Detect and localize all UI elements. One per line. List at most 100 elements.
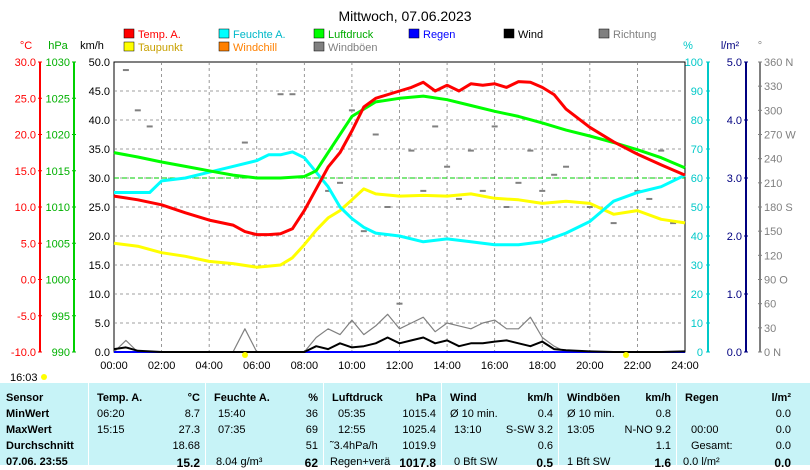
direction-axis-tick-label: 270 W — [764, 130, 796, 142]
humidity-current: 62 — [304, 456, 318, 470]
wind-axis-tick-label: 10.0 — [89, 289, 110, 301]
direction-axis-tick-label: 180 S — [764, 202, 793, 214]
pressure-trend: ˜3.4hPa/h — [330, 440, 378, 452]
chart-title: Mittwoch, 07.06.2023 — [338, 8, 471, 24]
gusts-unit: km/h — [645, 392, 671, 404]
axis-unit-direction: ° — [758, 40, 762, 52]
wind-axis-tick-label: 0.0 — [95, 347, 110, 359]
y-axis-labels: 30.025.020.015.010.05.00.0-5.0-10.010301… — [11, 57, 796, 359]
direction-axis-tick-label: 210 — [764, 178, 782, 190]
legend-label: Windchill — [233, 42, 277, 54]
series-wind — [113, 336, 686, 353]
pressure-axis-tick-label: 1000 — [46, 275, 70, 287]
x-tick-label: 16:00 — [481, 360, 509, 372]
wind-unit: km/h — [527, 392, 553, 404]
gusts-max-dir: N-NO 9.2 — [624, 424, 671, 436]
humidity-axis-tick-label: 90 — [691, 86, 703, 98]
legend-swatch — [218, 28, 230, 39]
chart-legend: Temp. A.Taupunkt Feuchte A.Windchill Luftd… — [123, 28, 656, 54]
legend-label: Luftdruck — [328, 29, 374, 41]
humidity-axis-tick-label: 50 — [691, 202, 703, 214]
humidity-axis-tick-label: 100 — [685, 57, 703, 69]
pressure-axis-tick-label: 990 — [52, 347, 70, 359]
rain-max-time: 00:00 — [691, 424, 719, 436]
series-taupunkt — [113, 187, 686, 269]
legend-label: Temp. A. — [138, 29, 181, 41]
temp-unit: °C — [187, 392, 200, 404]
gusts-min-label: Ø 10 min. — [567, 408, 615, 420]
wind-bft: 0 Bft SW — [454, 456, 498, 468]
rain-axis-tick-label: 5.0 — [727, 57, 742, 69]
wind-axis-tick-label: 15.0 — [89, 260, 110, 272]
legend-swatch — [123, 41, 135, 52]
legend-label: Richtung — [613, 29, 656, 41]
rain-total-label: Gesamt: — [691, 440, 733, 452]
x-tick-label: 22:00 — [624, 360, 652, 372]
legend-label: Wind — [518, 29, 543, 41]
x-tick-label: 14:00 — [433, 360, 461, 372]
axis-unit-pressure: hPa — [48, 40, 68, 52]
temp-current: 15.2 — [176, 456, 200, 470]
rain-column: Regen l/m² 0.0 00:00 0.0 Gesamt: 0.0 0.0… — [676, 383, 797, 470]
pressure-axis-tick-label: 995 — [52, 311, 70, 323]
humidity-min-time: 15:40 — [218, 408, 246, 420]
humidity-abs: 8.04 g/m³ — [216, 456, 263, 468]
wind-direction-points — [122, 69, 677, 305]
temp-axis-tick-label: 25.0 — [15, 93, 36, 105]
pressure-avg: 1019.9 — [402, 440, 436, 452]
temp-column: Temp. A. °C 06:20 8.7 15:15 27.3 18.68 1… — [88, 383, 206, 470]
legend-label: Feuchte A. — [233, 29, 286, 41]
gusts-max-time: 13:05 — [567, 424, 595, 436]
direction-axis-tick-label: 360 N — [764, 57, 793, 69]
rain-axis-tick-label: 1.0 — [727, 289, 742, 301]
axis-unit-humidity: % — [683, 40, 693, 52]
series-windb-en — [113, 313, 685, 353]
x-tick-label: 00:00 — [100, 360, 128, 372]
clock-time: 16:03 — [10, 372, 38, 383]
humidity-axis-tick-label: 70 — [691, 144, 703, 156]
legend-label: Windböen — [328, 42, 378, 54]
wind-axis-tick-label: 30.0 — [89, 173, 110, 185]
x-tick-label: 12:00 — [386, 360, 414, 372]
rain-header: Regen — [685, 392, 719, 404]
weather-chart: Mittwoch, 07.06.2023 Temp. A.Taupunkt Feu… — [10, 8, 796, 383]
temp-min: 8.7 — [184, 408, 200, 420]
direction-axis-tick-label: 60 — [764, 299, 776, 311]
wind-axis-tick-label: 5.0 — [95, 318, 110, 330]
wind-header: Wind — [450, 392, 477, 404]
rain-axis-tick-label: 3.0 — [727, 173, 742, 185]
rain-unit: l/m² — [771, 392, 791, 404]
pressure-forecast: Regen+verä — [330, 456, 391, 468]
wind-min-label: Ø 10 min. — [450, 408, 498, 420]
temp-axis-tick-label: 15.0 — [15, 166, 36, 178]
x-tick-label: 20:00 — [576, 360, 604, 372]
humidity-axis-tick-label: 60 — [691, 173, 703, 185]
pressure-axis-tick-label: 1015 — [46, 166, 70, 178]
pressure-axis-tick-label: 1010 — [46, 202, 70, 214]
row-label-current: 07.06. 23:55 — [6, 456, 68, 468]
wind-axis-tick-label: 25.0 — [89, 202, 110, 214]
wind-axis-tick-label: 35.0 — [89, 144, 110, 156]
humidity-axis-tick-label: 40 — [691, 231, 703, 243]
wind-current: 0.5 — [536, 456, 553, 470]
pressure-current: 1017.8 — [399, 456, 436, 470]
time-marker-dot — [41, 374, 47, 380]
rain-total: 0.0 — [775, 440, 791, 452]
humidity-axis-tick-label: 0 — [697, 347, 703, 359]
pressure-axis-tick-label: 1025 — [46, 93, 70, 105]
pressure-min-time: 05:35 — [338, 408, 366, 420]
pressure-column: Luftdruck hPa 05:35 1015.4 12:55 1025.4 … — [323, 383, 442, 470]
axis-unit-temp: °C — [20, 40, 32, 52]
legend-swatch — [313, 28, 325, 39]
wind-axis-tick-label: 20.0 — [89, 231, 110, 243]
direction-axis-tick-label: 150 — [764, 226, 782, 238]
sunrise-marker — [242, 352, 248, 358]
gusts-column: Windböen km/h Ø 10 min. 0.8 13:05 N-NO 9… — [558, 383, 677, 470]
humidity-avg: 51 — [305, 440, 318, 452]
wind-min: 0.4 — [537, 408, 553, 420]
gusts-current: 1.6 — [654, 456, 671, 470]
humidity-max: 69 — [305, 424, 318, 436]
stats-table: Sensor MinWert MaxWert Durchschnitt 07.0… — [0, 383, 810, 470]
temp-max-time: 15:15 — [97, 424, 125, 436]
direction-axis-tick-label: 90 O — [764, 275, 788, 287]
